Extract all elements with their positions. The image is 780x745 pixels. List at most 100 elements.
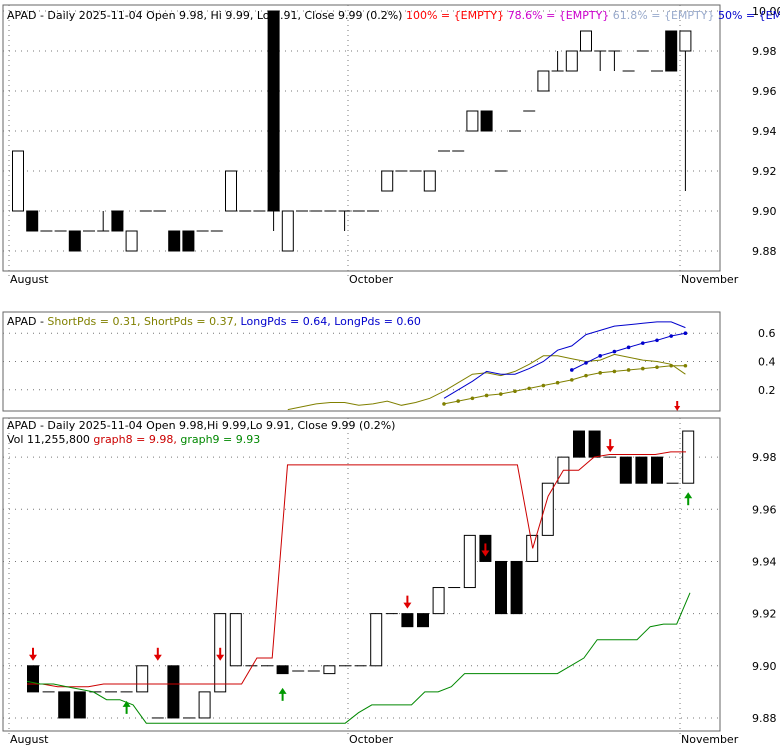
box-body bbox=[401, 613, 414, 628]
y-tick-label: 9.96 bbox=[752, 85, 777, 98]
y-tick-label: 9.88 bbox=[752, 245, 777, 258]
x-tick-label: August bbox=[10, 273, 49, 286]
box-body bbox=[58, 691, 71, 719]
box-body bbox=[541, 482, 554, 536]
graph-panel-frame bbox=[2, 417, 721, 732]
series-line bbox=[443, 321, 686, 399]
x-tick-label: November bbox=[681, 733, 739, 745]
series-point bbox=[584, 361, 588, 365]
series-line bbox=[443, 365, 686, 405]
header-part: graph8 = 9.98, bbox=[90, 433, 177, 446]
graph8-line bbox=[27, 451, 686, 688]
graph-panel-subheader: Vol 11,255,800 graph8 = 9.98, graph9 = 9… bbox=[7, 433, 260, 446]
header-part: 50% = {EMPTY} bbox=[714, 9, 780, 22]
sell-arrow bbox=[403, 602, 412, 609]
x-tick-label: October bbox=[349, 273, 393, 286]
pds-panel-frame bbox=[2, 311, 721, 412]
header-part: APAD - Daily 2025-11-04 Open 9.98, Hi 9.… bbox=[7, 9, 402, 22]
x-tick-label: October bbox=[349, 733, 393, 745]
y-tick-label: 10.00 bbox=[752, 5, 780, 18]
price-panel-frame bbox=[2, 4, 721, 272]
box-body bbox=[136, 665, 149, 693]
header-part: LongPds = 0.64, bbox=[237, 315, 331, 328]
candle-body bbox=[565, 50, 578, 72]
x-tick-label: November bbox=[681, 273, 739, 286]
series-point bbox=[484, 393, 489, 398]
box-body bbox=[635, 456, 648, 484]
candle-body bbox=[267, 10, 280, 212]
candle-body bbox=[125, 230, 138, 252]
series-point bbox=[499, 392, 503, 396]
candle-body bbox=[281, 210, 294, 252]
box-body bbox=[495, 560, 507, 615]
box-body bbox=[323, 665, 336, 675]
y-tick-label: 0.6 bbox=[758, 327, 776, 340]
box-body bbox=[229, 613, 242, 667]
box-body bbox=[417, 613, 429, 628]
series-line bbox=[287, 353, 686, 411]
sell-arrow bbox=[29, 654, 37, 661]
header-part: APAD - bbox=[7, 315, 47, 328]
sell-arrow bbox=[153, 654, 162, 661]
header-part: 100% = {EMPTY} bbox=[402, 9, 504, 22]
sell-arrow bbox=[606, 446, 615, 453]
price-panel: 9.88 9.90 9.92 9.94 9.96 9.98 10.00 August Octob… bbox=[3, 5, 780, 286]
box-body bbox=[73, 691, 86, 719]
header-part: ShortPds = 0.31, bbox=[47, 315, 140, 328]
box-body bbox=[651, 456, 663, 484]
box-body bbox=[432, 587, 445, 615]
series-point bbox=[683, 331, 688, 336]
pds-panel-header: APAD - ShortPds = 0.31, ShortPds = 0.37,… bbox=[7, 315, 421, 328]
series-point bbox=[570, 368, 574, 372]
candle-body bbox=[679, 30, 692, 52]
header-part: 78.6% = {EMPTY} bbox=[504, 9, 609, 22]
box-body bbox=[588, 430, 601, 458]
series-point bbox=[683, 363, 688, 368]
candle-body bbox=[423, 170, 436, 192]
series-point bbox=[513, 389, 517, 394]
y-tick-label: 9.92 bbox=[752, 165, 777, 178]
box-body bbox=[510, 560, 523, 615]
y-tick-label: 9.96 bbox=[752, 503, 777, 516]
graph-panel-header: APAD - Daily 2025-11-04 Open 9.98,Hi 9.9… bbox=[7, 419, 395, 432]
series-point bbox=[641, 366, 645, 371]
series-point bbox=[598, 371, 602, 375]
box-body bbox=[198, 691, 211, 719]
candle-body bbox=[225, 170, 237, 212]
series-point bbox=[570, 378, 574, 382]
y-tick-label: 9.92 bbox=[752, 608, 777, 621]
buy-arrow bbox=[122, 700, 131, 707]
y-tick-label: 9.98 bbox=[752, 45, 777, 58]
x-tick-label: August bbox=[10, 733, 49, 745]
header-part: Vol 11,255,800 bbox=[7, 433, 90, 446]
pds-panel: 0.2 0.4 0.6 bbox=[3, 321, 776, 411]
box-body bbox=[682, 430, 695, 484]
candle-body bbox=[580, 30, 592, 52]
price-panel-header: APAD - Daily 2025-11-04 Open 9.98, Hi 9.… bbox=[7, 9, 780, 22]
series-point bbox=[456, 399, 461, 403]
candle-body bbox=[12, 150, 24, 212]
series-point bbox=[655, 365, 659, 369]
candle-body bbox=[665, 30, 678, 72]
header-part: 61.8% = {EMPTY} bbox=[609, 9, 714, 22]
sell-arrow bbox=[481, 550, 490, 557]
series-point bbox=[612, 349, 617, 354]
candle-body bbox=[537, 70, 550, 92]
y-tick-label: 9.88 bbox=[752, 712, 777, 725]
signal-arrow bbox=[674, 406, 681, 411]
box-body bbox=[619, 456, 632, 484]
candle-body bbox=[26, 210, 39, 232]
candle-body bbox=[168, 230, 181, 252]
series-point bbox=[584, 373, 588, 378]
box-body bbox=[370, 613, 383, 667]
graph-panel: 9.88 9.90 9.92 9.94 9.96 9.98 August October Nov… bbox=[3, 418, 777, 745]
series-point bbox=[442, 402, 446, 406]
y-tick-label: 9.90 bbox=[752, 205, 777, 218]
candle-body bbox=[480, 110, 493, 132]
sell-arrow bbox=[216, 654, 225, 661]
series-point bbox=[555, 380, 560, 385]
series-point bbox=[626, 368, 631, 372]
box-body bbox=[573, 430, 585, 458]
series-point bbox=[598, 354, 602, 358]
box-body bbox=[463, 534, 476, 589]
